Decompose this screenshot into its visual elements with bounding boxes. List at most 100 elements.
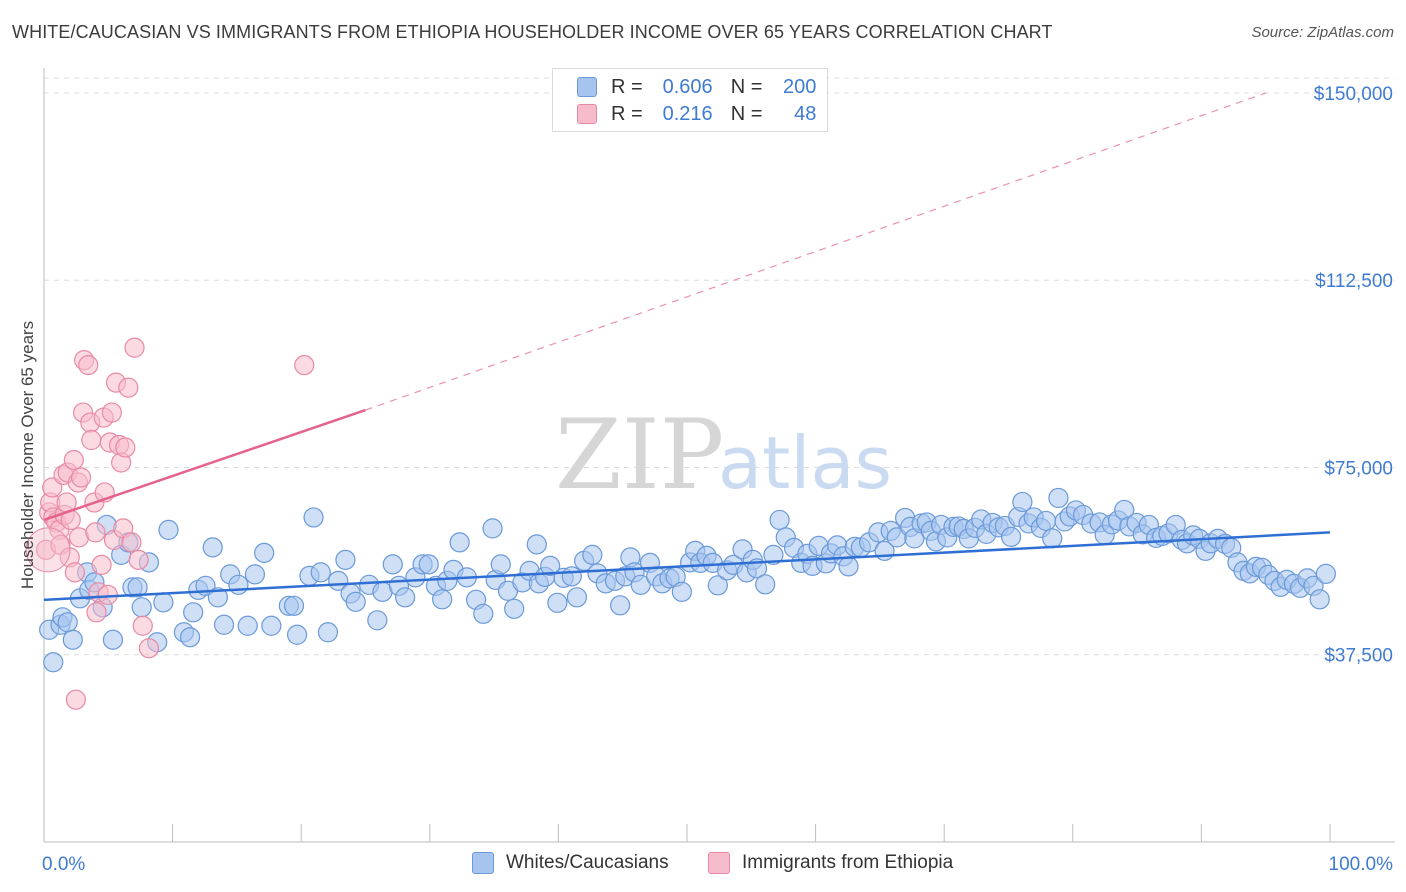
point-whites <box>769 509 790 531</box>
point-whites <box>1035 510 1057 532</box>
point-whites <box>102 629 124 650</box>
y-tick-label: $112,500 <box>1315 271 1393 292</box>
point-whites <box>207 587 228 608</box>
point-ethiopia <box>85 522 106 543</box>
point-whites <box>566 587 588 608</box>
point-whites <box>630 574 651 595</box>
point-whites <box>310 562 331 583</box>
legend-row-ethiopia: R = 0.216 N = 48 <box>577 101 816 127</box>
point-whites <box>1048 487 1069 509</box>
point-ethiopia <box>132 615 153 636</box>
y-tick-label: $150,000 <box>1314 84 1393 105</box>
point-whites <box>345 591 366 612</box>
point-whites <box>432 589 453 610</box>
point-ethiopia <box>42 477 63 498</box>
point-ethiopia <box>64 562 85 583</box>
point-whites <box>43 652 64 673</box>
point-whites <box>504 598 525 619</box>
series-ethiopia-points <box>25 337 315 710</box>
point-whites <box>1309 589 1330 610</box>
watermark: ZIP atlas <box>555 399 892 511</box>
point-ethiopia <box>128 549 149 570</box>
point-whites <box>183 602 204 623</box>
point-ethiopia <box>81 429 102 451</box>
point-whites <box>526 534 547 555</box>
point-whites <box>473 603 494 624</box>
point-whites <box>153 592 174 613</box>
point-whites <box>561 566 582 587</box>
point-whites <box>547 592 568 613</box>
point-ethiopia <box>121 532 142 553</box>
point-ethiopia <box>294 355 315 376</box>
legend-swatch-whites <box>577 77 597 97</box>
point-whites <box>62 629 83 650</box>
point-whites <box>838 556 859 577</box>
axis-labels: $37,500 $75,000 $112,500 $150,000 0.0% 100.0%… <box>18 84 1393 875</box>
legend-swatch-whites <box>472 852 494 874</box>
legend-label-whites: Whites/Caucasians <box>506 852 669 873</box>
trend-line-ethiopia-extension <box>365 92 1266 411</box>
chart-title: WHITE/CAUCASIAN VS IMMIGRANTS FROM ETHIO… <box>12 22 1053 42</box>
y-tick-label: $75,000 <box>1324 458 1393 479</box>
point-whites <box>395 587 416 608</box>
point-whites <box>755 574 776 595</box>
legend-item-whites[interactable]: Whites/Caucasians <box>472 852 669 874</box>
point-whites <box>213 614 235 635</box>
axes <box>43 68 1395 843</box>
y-tick-label: $37,500 <box>1324 646 1393 667</box>
point-whites <box>127 577 148 598</box>
y-axis-label: Householder Income Over 65 years <box>18 321 37 589</box>
x-tick-label: 100.0% <box>1329 854 1394 875</box>
point-whites <box>540 555 561 576</box>
point-ethiopia <box>86 602 107 623</box>
series-legend: Whites/Caucasians Immigrants from Ethiop… <box>0 852 1406 878</box>
point-whites <box>582 544 603 565</box>
correlation-legend: R = 0.606 N = 200 R = 0.216 N = 48 <box>552 68 828 132</box>
point-ethiopia <box>97 584 118 605</box>
chart-source: Source: ZipAtlas.com <box>1251 24 1394 41</box>
point-whites <box>449 532 470 553</box>
point-ethiopia <box>115 437 136 458</box>
trend-lines <box>43 92 1331 602</box>
point-whites <box>303 507 324 528</box>
point-whites <box>707 575 728 596</box>
legend-r-label: R = <box>611 102 643 125</box>
point-whites <box>237 615 258 636</box>
legend-row-whites: R = 0.606 N = 200 <box>577 74 816 100</box>
point-ethiopia <box>65 689 86 710</box>
point-whites <box>490 554 511 575</box>
point-whites <box>244 564 266 585</box>
point-ethiopia <box>101 402 123 423</box>
trend-line-whites <box>43 531 1331 602</box>
point-whites <box>158 519 179 541</box>
point-ethiopia <box>91 554 112 575</box>
point-whites <box>1012 491 1033 513</box>
legend-n-label: N = <box>730 102 763 125</box>
legend-item-ethiopia[interactable]: Immigrants from Ethiopia <box>708 852 953 874</box>
point-whites <box>131 597 152 618</box>
legend-n-value: 200 <box>783 75 817 98</box>
point-whites <box>179 627 201 648</box>
legend-r-value: 0.606 <box>662 75 713 98</box>
point-ethiopia <box>70 467 92 488</box>
point-whites <box>482 518 503 539</box>
point-whites <box>228 574 249 595</box>
legend-swatch-ethiopia <box>577 104 597 124</box>
watermark-atlas: atlas <box>718 421 892 505</box>
legend-label-ethiopia: Immigrants from Ethiopia <box>742 852 954 873</box>
point-whites <box>202 537 223 558</box>
series-whites-points <box>39 487 1336 673</box>
x-tick-label: 0.0% <box>42 854 85 875</box>
point-whites <box>382 554 403 575</box>
point-whites <box>610 595 631 616</box>
point-whites <box>671 581 692 602</box>
point-whites <box>1315 563 1336 584</box>
point-whites <box>283 595 305 616</box>
point-ethiopia <box>124 337 145 358</box>
point-whites <box>286 624 308 645</box>
point-whites <box>1000 526 1022 547</box>
legend-n-value: 48 <box>794 102 817 125</box>
point-whites <box>261 615 282 636</box>
legend-n-label: N = <box>730 75 763 98</box>
legend-r-label: R = <box>611 75 643 98</box>
